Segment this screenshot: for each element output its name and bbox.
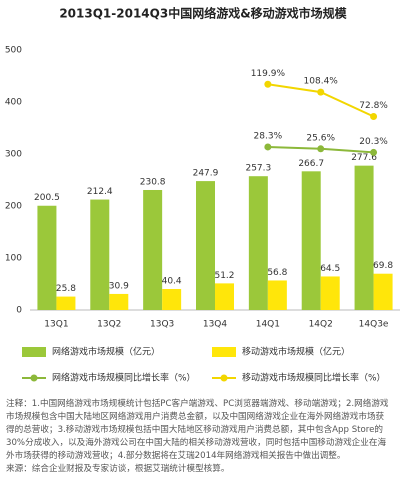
x-tick-label: 13Q3 [150, 320, 174, 330]
x-tick-label: 14Q3e [359, 320, 389, 330]
legend-swatch [220, 374, 228, 382]
bar-label: 40.4 [162, 276, 182, 286]
bar [373, 273, 393, 310]
legend-label: 移动游戏市场规模（亿元） [242, 346, 350, 358]
bar-label: 64.5 [320, 264, 340, 274]
x-tick-label: 13Q2 [97, 320, 121, 330]
bar [162, 288, 182, 310]
x-tick-label: 14Q1 [256, 320, 280, 330]
x-tick-label: 14Q2 [309, 320, 333, 330]
bar [320, 276, 340, 310]
bar-label: 230.8 [140, 177, 166, 187]
line-label: 28.3% [254, 131, 283, 141]
notes: 注释：1.中国网络游戏市场规模统计包括PC客户端游戏、PC浏览器端游戏、移动端游… [0, 398, 395, 500]
bar [248, 176, 268, 310]
legend-label: 网络游戏市场规模（亿元） [52, 346, 160, 358]
bar [215, 283, 234, 310]
line-marker [370, 113, 378, 121]
legend-swatch [22, 347, 46, 357]
y-tick-label: 0 [16, 306, 22, 316]
bar-label: 30.9 [109, 281, 129, 291]
legend-label: 网络游戏市场规模同比增长率（%） [52, 372, 196, 384]
source: 来源：综合企业财报及专家访谈，根据艾瑞统计模型核算。 [6, 464, 230, 474]
line-label: 72.8% [359, 101, 388, 111]
y-tick-label: 100 [5, 254, 22, 264]
legend-label: 移动游戏市场规模同比增长率（%） [242, 372, 386, 384]
y-tick-label: 300 [5, 150, 22, 160]
line-label: 25.6% [306, 133, 335, 143]
line-label: 119.9% [251, 69, 286, 79]
bar [301, 171, 321, 310]
line-label: 20.3% [359, 137, 388, 147]
bar-label: 277.6 [351, 153, 377, 163]
bar-label: 200.5 [34, 193, 60, 203]
bar-label: 56.8 [267, 268, 287, 278]
bar [267, 280, 287, 310]
chart-title: 2013Q1-2014Q3中国网络游戏&移动游戏市场规模 [59, 6, 347, 21]
line-marker [370, 148, 378, 156]
legend-swatch [212, 347, 236, 357]
bar [354, 165, 374, 310]
bar [196, 181, 215, 310]
chart: 2013Q1-2014Q3中国网络游戏&移动游戏市场规模 0 100 200 300 4… [5, 6, 400, 384]
line-marker [317, 88, 325, 96]
bar-label: 257.3 [245, 164, 271, 174]
bar [143, 189, 163, 310]
y-tick-label: 500 [5, 46, 22, 56]
note: 注释：1.中国网络游戏市场规模统计包括PC客户端游戏、PC浏览器端游戏、移动端游… [6, 399, 389, 461]
line-marker [264, 80, 272, 88]
x-tick-label: 13Q4 [203, 320, 228, 330]
legend-swatch [30, 374, 38, 382]
y-tick-label: 200 [5, 202, 22, 212]
bar [109, 293, 129, 310]
y-tick-label: 400 [5, 98, 22, 108]
bar [90, 199, 110, 310]
bar-label: 247.9 [193, 169, 219, 179]
line-marker [317, 145, 325, 153]
bar-label: 25.8 [56, 284, 76, 294]
bar-label: 69.8 [373, 261, 393, 271]
x-tick-label: 13Q1 [44, 320, 68, 330]
line-label: 108.4% [304, 77, 339, 87]
bar [56, 296, 76, 310]
bar-label: 266.7 [298, 159, 324, 169]
bar-label: 51.2 [214, 271, 234, 281]
bar [37, 205, 57, 310]
line-marker [264, 143, 272, 151]
bar-label: 212.4 [87, 187, 113, 197]
